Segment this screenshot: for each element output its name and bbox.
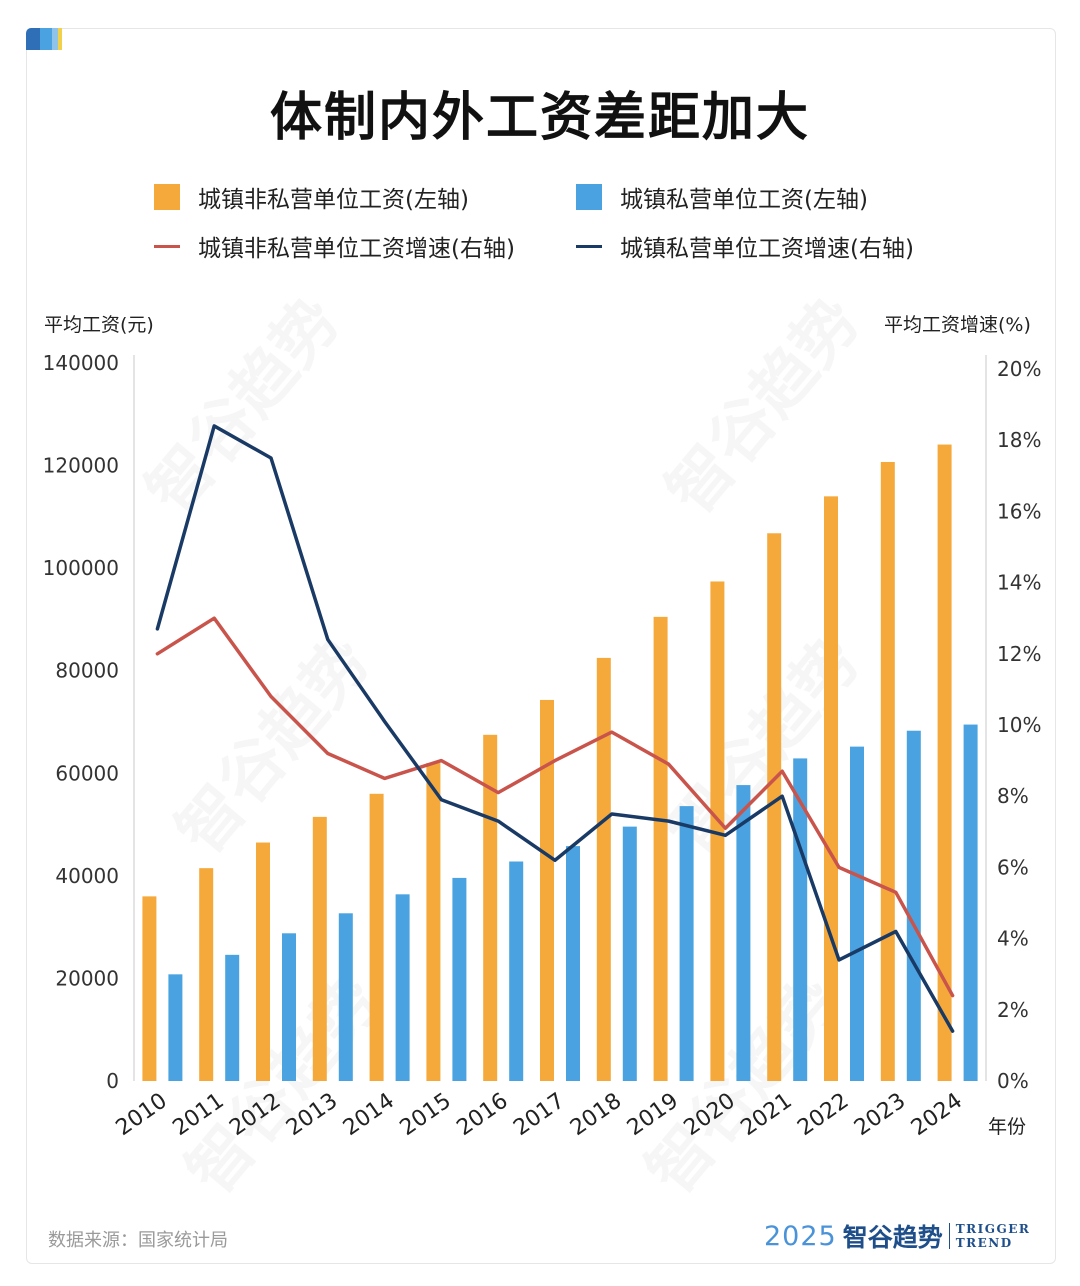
legend-swatch-red-line <box>154 244 180 248</box>
legend-item-nonprivate-growth: 城镇非私营单位工资增速(右轴) <box>154 229 515 263</box>
legend-item-private-wage: 城镇私营单位工资(左轴) <box>576 180 868 214</box>
logo-english: TRIGGER TREND <box>956 1222 1031 1250</box>
left-axis-title: 平均工资(元) <box>44 314 154 336</box>
logo-en-line1: TRIGGER <box>955 1222 1031 1236</box>
legend-label: 城镇非私营单位工资增速(右轴) <box>198 236 515 262</box>
logo-en-line2: TREND <box>955 1236 1013 1250</box>
legend-swatch-orange-box <box>154 184 180 210</box>
right-axis-title: 平均工资增速(%) <box>884 314 1031 336</box>
logo-year: 2025 <box>764 1220 837 1252</box>
legend-label: 城镇私营单位工资增速(右轴) <box>620 236 914 262</box>
legend-swatch-blue-box <box>576 184 602 210</box>
legend-swatch-navy-line <box>576 244 602 248</box>
logo-divider <box>948 1223 950 1249</box>
legend-label: 城镇私营单位工资(左轴) <box>620 187 868 213</box>
legend-label: 城镇非私营单位工资(左轴) <box>198 187 469 213</box>
brand-logo: 2025 智谷趋势 TRIGGER TREND <box>764 1218 1030 1254</box>
legend-item-nonprivate-wage: 城镇非私营单位工资(左轴) <box>154 180 469 214</box>
brand-corner-mark <box>26 28 62 50</box>
data-source-note: 数据来源：国家统计局 <box>48 1230 228 1251</box>
logo-name: 智谷趋势 <box>842 1223 943 1252</box>
legend-item-private-growth: 城镇私营单位工资增速(右轴) <box>576 229 914 263</box>
chart-title: 体制内外工资差距加大 <box>269 88 810 148</box>
